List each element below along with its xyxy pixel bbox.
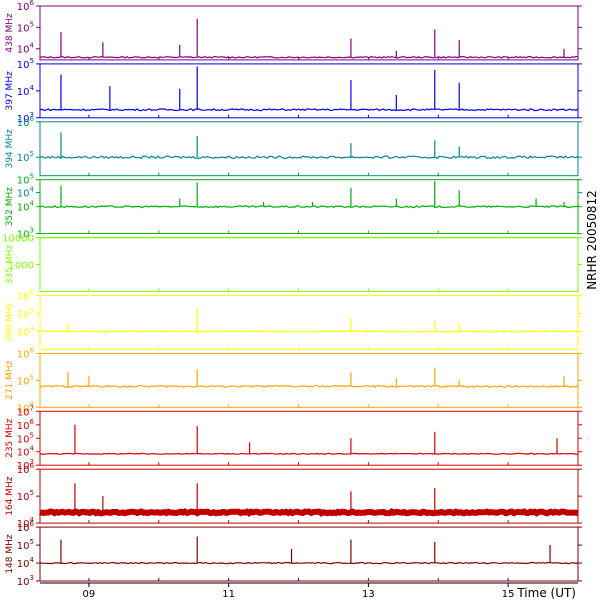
ytick-exponent: 6	[30, 418, 35, 426]
ytick-label-148-mhz-1: 105	[17, 538, 34, 552]
trace-352-mhz	[39, 205, 579, 209]
ytick-exponent: 5	[30, 150, 34, 158]
trace-438-mhz	[39, 55, 579, 59]
panel-frame-235-mhz	[39, 410, 579, 466]
ytick-label-148-mhz-0: 106	[17, 520, 35, 534]
ytick-label-438-mhz-1: 105	[17, 20, 34, 34]
ytick-exponent: 4	[30, 84, 35, 92]
panel-label-164-mhz: 164 MHz	[5, 476, 15, 516]
panel-frame-438-mhz	[39, 5, 579, 61]
panel-frame-148-mhz	[39, 526, 579, 582]
time-tick-label-1: 11	[222, 589, 235, 600]
ytick-exponent: 5	[30, 20, 34, 28]
ytick-exponent: 3	[30, 111, 34, 119]
panel-label-438-mhz: 438 MHz	[5, 13, 15, 53]
ytick-label-394-mhz-0: 106	[17, 115, 35, 129]
panel-frame-394-mhz	[39, 121, 579, 177]
ytick-exponent: 4	[30, 42, 35, 50]
ytick-exponent: 3	[30, 227, 34, 235]
ytick-label-300-mhz-1: 105	[17, 306, 34, 320]
ytick-label-397-mhz-1: 104	[17, 84, 35, 98]
ytick-exponent: 3	[30, 458, 34, 466]
panel-label-300-mhz: 300 MHz	[5, 303, 15, 343]
trace-164-mhz	[39, 508, 579, 517]
time-tick-label-0: 09	[83, 589, 96, 600]
ytick-label-164-mhz-0: 106	[17, 462, 35, 476]
ytick-label-271-mhz-0: 106	[17, 346, 35, 360]
panel-label-397-mhz: 397 MHz	[5, 71, 15, 111]
ytick-exponent: 6	[30, 0, 35, 7]
ytick-exponent: 5	[30, 431, 34, 439]
ytick-label-148-mhz-3: 103	[17, 574, 34, 588]
ytick-label-438-mhz-2: 104	[17, 42, 35, 56]
ytick-exponent: 4	[30, 186, 35, 194]
ytick-label-235-mhz-3: 104	[17, 445, 35, 459]
panel-frame-271-mhz	[39, 352, 579, 408]
panel-label-148-mhz: 148 MHz	[5, 534, 15, 574]
panel-frame-335-mhz	[39, 237, 579, 293]
trace-300-mhz	[39, 330, 579, 333]
side-date-label: NRHR 20050812	[585, 190, 599, 290]
ytick-exponent: 5	[30, 538, 34, 546]
panel-label-235-mhz: 235 MHz	[5, 418, 15, 458]
ytick-label-335-mhz-0: 10000	[2, 234, 34, 245]
ytick-label-164-mhz-1: 105	[17, 489, 34, 503]
trace-148-mhz	[39, 561, 579, 565]
ytick-exponent: 4	[30, 445, 35, 453]
ytick-exponent: 5	[30, 173, 34, 181]
ytick-exponent: 4	[30, 200, 35, 208]
time-tick-label-2: 13	[362, 589, 375, 600]
ytick-label-300-mhz-2: 104	[17, 324, 35, 338]
ytick-exponent: 6	[30, 346, 35, 354]
ytick-label-352-mhz-1: 104	[17, 200, 35, 214]
ytick-exponent: 3	[30, 574, 34, 582]
trace-271-mhz	[39, 384, 579, 388]
ytick-label-235-mhz-2: 105	[17, 431, 34, 445]
trace-397-mhz	[39, 108, 579, 112]
ytick-exponent: 7	[30, 404, 34, 412]
ytick-label-335-mhz-1: 1000	[9, 261, 34, 272]
ytick-exponent: 4	[30, 516, 35, 524]
ytick-label-271-mhz-1: 105	[17, 373, 34, 387]
ytick-exponent: 6	[30, 289, 35, 297]
panel-frame-300-mhz	[39, 295, 579, 350]
time-tick-label-3: 15	[502, 589, 515, 600]
panel-label-271-mhz: 271 MHz	[5, 360, 15, 400]
ytick-label-300-mhz-0: 106	[17, 289, 35, 303]
ytick-label-148-mhz-2: 104	[17, 556, 35, 570]
ytick-exponent: 4	[30, 556, 35, 564]
ytick-exponent: 4	[30, 400, 35, 408]
ytick-exponent: 6	[30, 115, 35, 123]
panel-label-352-mhz: 352 MHz	[5, 187, 15, 227]
ytick-exponent: 4	[30, 324, 35, 332]
ytick-exponent: 5	[30, 489, 34, 497]
x-axis-label: Time (UT)	[516, 586, 576, 600]
ytick-label-235-mhz-0: 107	[17, 404, 34, 418]
panel-label-335-mhz: 335 MHz	[5, 245, 15, 285]
ytick-label-397-mhz-0: 105	[17, 57, 34, 71]
ytick-label-235-mhz-1: 106	[17, 418, 35, 432]
ytick-exponent: 5	[30, 373, 34, 381]
panel-label-394-mhz: 394 MHz	[5, 129, 15, 169]
ytick-exponent: 6	[30, 462, 35, 470]
ytick-label-394-mhz-2: 104	[17, 186, 35, 200]
trace-235-mhz	[39, 452, 579, 455]
ytick-label-438-mhz-0: 106	[17, 0, 35, 13]
ytick-exponent: 6	[30, 520, 35, 528]
ytick-label-394-mhz-1: 105	[17, 150, 34, 164]
trace-394-mhz	[39, 155, 579, 160]
ytick-exponent: 5	[30, 306, 34, 314]
ytick-exponent: 5	[30, 57, 34, 65]
